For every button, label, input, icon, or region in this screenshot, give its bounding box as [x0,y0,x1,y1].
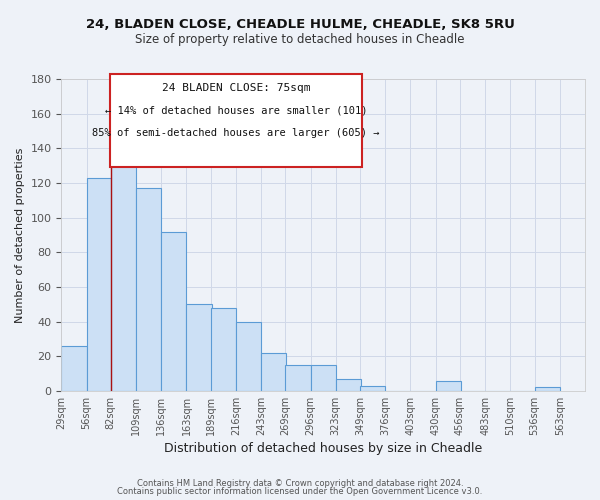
X-axis label: Distribution of detached houses by size in Cheadle: Distribution of detached houses by size … [164,442,482,455]
Bar [261,353,286,391]
Bar [61,346,86,391]
Text: Contains HM Land Registry data © Crown copyright and database right 2024.: Contains HM Land Registry data © Crown c… [137,478,463,488]
Bar [436,380,461,391]
Text: ← 14% of detached houses are smaller (101): ← 14% of detached houses are smaller (10… [104,105,367,115]
Text: Contains public sector information licensed under the Open Government Licence v3: Contains public sector information licen… [118,487,482,496]
Bar [211,308,236,391]
Text: Size of property relative to detached houses in Cheadle: Size of property relative to detached ho… [135,32,465,46]
Bar [336,379,361,391]
FancyBboxPatch shape [110,74,362,168]
Bar [187,304,212,391]
Bar [535,388,560,391]
Text: 24 BLADEN CLOSE: 75sqm: 24 BLADEN CLOSE: 75sqm [161,82,310,92]
Bar [236,322,261,391]
Bar [111,131,136,391]
Text: 24, BLADEN CLOSE, CHEADLE HULME, CHEADLE, SK8 5RU: 24, BLADEN CLOSE, CHEADLE HULME, CHEADLE… [86,18,514,30]
Bar [86,178,112,391]
Bar [286,365,311,391]
Bar [360,386,385,391]
Y-axis label: Number of detached properties: Number of detached properties [15,148,25,322]
Text: 85% of semi-detached houses are larger (605) →: 85% of semi-detached houses are larger (… [92,128,380,138]
Bar [136,188,161,391]
Bar [161,232,187,391]
Bar [311,365,336,391]
